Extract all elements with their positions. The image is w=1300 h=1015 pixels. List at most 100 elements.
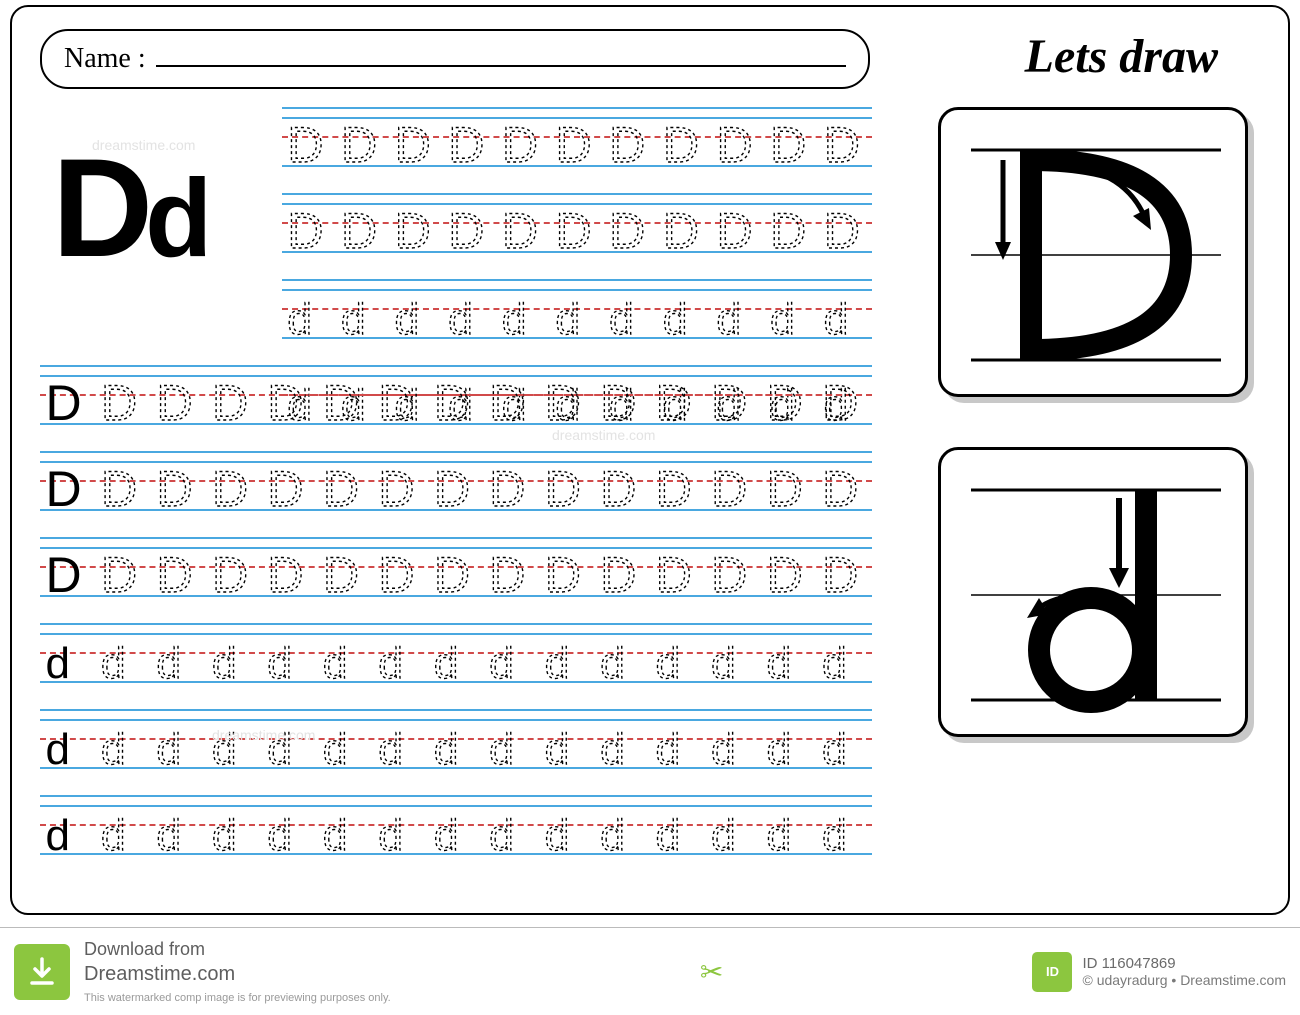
image-id: ID 116047869 <box>1082 955 1286 972</box>
svg-text:d: d <box>822 725 846 773</box>
svg-text:D: D <box>323 461 359 515</box>
svg-text:D: D <box>824 117 860 171</box>
svg-text:d: d <box>46 725 70 773</box>
svg-text:D: D <box>489 461 525 515</box>
guide-box-lower <box>938 447 1248 737</box>
svg-text:D: D <box>101 375 137 429</box>
scissors-icon: ✂ <box>700 955 723 988</box>
svg-text:D: D <box>502 117 538 171</box>
svg-text:d: d <box>156 725 180 773</box>
svg-text:d: d <box>767 639 791 687</box>
svg-text:d: d <box>378 725 402 773</box>
svg-text:D: D <box>716 203 752 257</box>
svg-text:D: D <box>156 461 192 515</box>
svg-text:D: D <box>656 461 692 515</box>
svg-text:d: d <box>46 639 70 687</box>
svg-text:D: D <box>156 375 192 429</box>
svg-text:D: D <box>656 375 692 429</box>
svg-text:D: D <box>212 547 248 601</box>
trace-row: DDDDDDDDDDD <box>282 193 872 251</box>
svg-text:d: d <box>609 295 633 343</box>
svg-text:D: D <box>545 461 581 515</box>
svg-text:D: D <box>395 203 431 257</box>
lets-draw-title: Lets draw <box>1025 29 1218 84</box>
svg-text:D: D <box>767 461 803 515</box>
svg-text:D: D <box>378 375 414 429</box>
svg-text:d: d <box>656 811 680 859</box>
svg-text:D: D <box>101 547 137 601</box>
svg-text:d: d <box>767 725 791 773</box>
svg-text:D: D <box>434 375 470 429</box>
svg-text:D: D <box>767 375 803 429</box>
svg-text:D: D <box>822 547 858 601</box>
worksheet-page: Name : Lets draw Dd DDDDDDDDDDDDDDDDDDDD… <box>10 5 1290 915</box>
svg-text:D: D <box>663 117 699 171</box>
trace-row: ddddddddddd <box>282 279 872 337</box>
trace-row: DDDDDDDDDDDDDDD <box>40 451 872 509</box>
download-line3: This watermarked comp image is for previ… <box>84 991 391 1005</box>
svg-text:D: D <box>287 203 323 257</box>
svg-text:D: D <box>212 461 248 515</box>
svg-text:D: D <box>609 203 645 257</box>
svg-text:d: d <box>711 725 735 773</box>
trace-row: ddddddddddddddd <box>40 623 872 681</box>
svg-text:D: D <box>267 375 303 429</box>
svg-text:D: D <box>287 117 323 171</box>
svg-text:d: d <box>489 725 513 773</box>
download-text: Download from Dreamstime.com This waterm… <box>84 938 391 1006</box>
svg-text:d: d <box>267 639 291 687</box>
name-underline <box>156 65 846 67</box>
svg-text:d: d <box>434 639 458 687</box>
svg-text:d: d <box>212 639 236 687</box>
svg-text:d: d <box>824 295 848 343</box>
svg-text:d: d <box>767 811 791 859</box>
display-letter: Dd <box>52 127 204 289</box>
svg-text:D: D <box>770 117 806 171</box>
svg-text:d: d <box>822 639 846 687</box>
svg-text:d: d <box>434 811 458 859</box>
svg-text:d: d <box>711 639 735 687</box>
svg-text:d: d <box>434 725 458 773</box>
svg-text:d: d <box>323 639 347 687</box>
svg-text:d: d <box>378 811 402 859</box>
name-field[interactable]: Name : <box>40 29 870 89</box>
trace-row: DDDDDDDDDDDDDDD <box>40 365 872 423</box>
id-box: ID ID 116047869 © udayradurg • Dreamstim… <box>1032 952 1286 992</box>
svg-text:d: d <box>822 811 846 859</box>
svg-text:D: D <box>448 203 484 257</box>
svg-text:d: d <box>656 639 680 687</box>
guide-box-upper <box>938 107 1248 397</box>
svg-text:D: D <box>770 203 806 257</box>
svg-text:d: d <box>267 811 291 859</box>
svg-text:D: D <box>600 547 636 601</box>
svg-text:d: d <box>716 295 740 343</box>
svg-text:d: d <box>663 295 687 343</box>
download-icon[interactable] <box>14 944 70 1000</box>
svg-text:D: D <box>711 461 747 515</box>
svg-text:D: D <box>323 375 359 429</box>
svg-text:d: d <box>656 725 680 773</box>
svg-text:d: d <box>287 295 311 343</box>
id-icon: ID <box>1032 952 1072 992</box>
svg-text:d: d <box>556 295 580 343</box>
svg-text:D: D <box>395 117 431 171</box>
svg-text:D: D <box>822 461 858 515</box>
svg-text:D: D <box>716 117 752 171</box>
svg-text:D: D <box>600 375 636 429</box>
svg-text:D: D <box>663 203 699 257</box>
svg-text:d: d <box>600 639 624 687</box>
svg-text:d: d <box>711 811 735 859</box>
trace-row: ddddddddddddddd <box>40 709 872 767</box>
name-label: Name : <box>64 43 146 75</box>
svg-text:D: D <box>378 547 414 601</box>
svg-text:D: D <box>545 547 581 601</box>
display-upper: D <box>52 129 145 286</box>
svg-text:d: d <box>600 811 624 859</box>
svg-text:d: d <box>156 639 180 687</box>
svg-text:D: D <box>711 547 747 601</box>
svg-text:D: D <box>556 117 592 171</box>
svg-text:d: d <box>267 725 291 773</box>
svg-text:D: D <box>600 461 636 515</box>
svg-text:d: d <box>502 295 526 343</box>
svg-text:D: D <box>822 375 858 429</box>
